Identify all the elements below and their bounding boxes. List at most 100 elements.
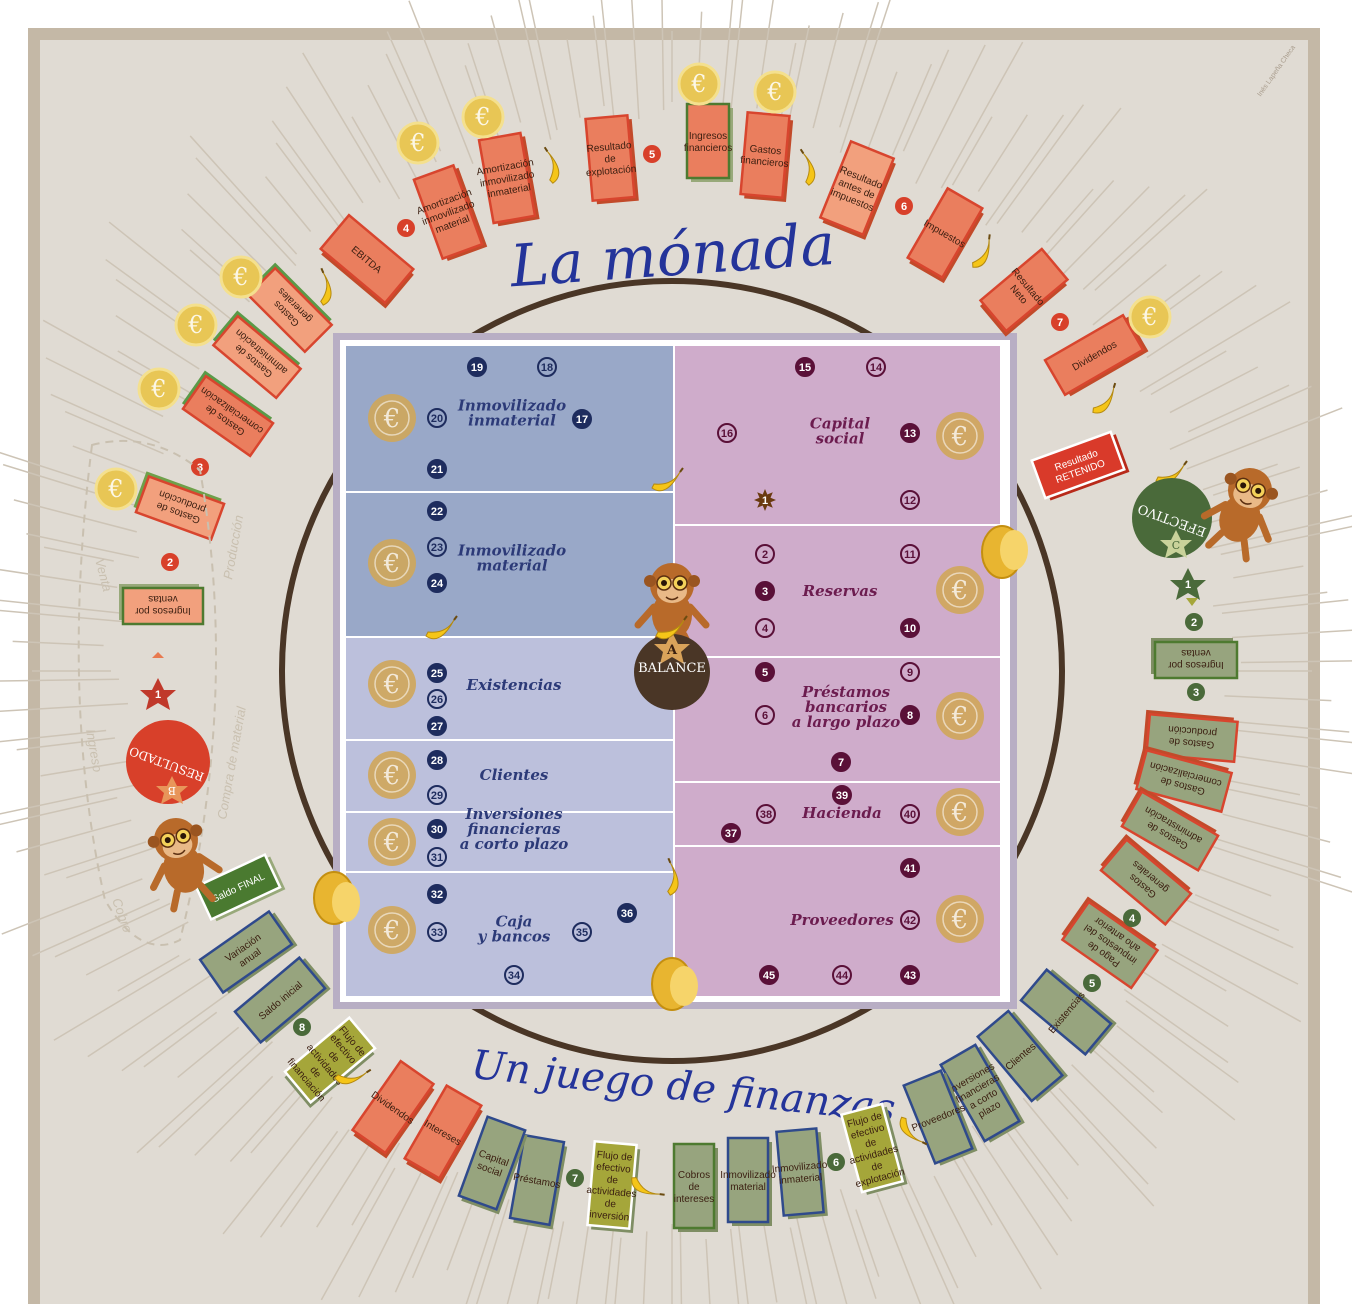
euro-coin-icon bbox=[367, 905, 417, 955]
square-33[interactable]: 33 bbox=[427, 922, 447, 942]
square-18[interactable]: 18 bbox=[537, 357, 557, 377]
square-25[interactable]: 25 bbox=[427, 663, 447, 683]
square-34[interactable]: 34 bbox=[504, 965, 524, 985]
square-number: 19 bbox=[471, 362, 483, 374]
square-26[interactable]: 26 bbox=[427, 689, 447, 709]
ring-card[interactable]: Proveedores bbox=[896, 1067, 982, 1170]
ring-card[interactable]: Cobros de intereses bbox=[672, 1142, 718, 1232]
euro-coin-icon bbox=[935, 691, 985, 741]
ring-card[interactable]: Ingresos porventas bbox=[1151, 638, 1239, 680]
square-9[interactable]: 9 bbox=[900, 662, 920, 682]
square-24[interactable]: 24 bbox=[427, 573, 447, 593]
square-17[interactable]: 17 bbox=[572, 409, 592, 429]
ring-card[interactable]: Flujo deefectivodeactividadesdeexplotaci… bbox=[837, 1102, 908, 1197]
ring-card[interactable]: Pago deimpuestos delaño anterior bbox=[1059, 896, 1160, 990]
square-41[interactable]: 41 bbox=[900, 858, 920, 878]
square-37[interactable]: 37 bbox=[721, 823, 741, 843]
square-39[interactable]: 39 bbox=[832, 785, 852, 805]
square-6[interactable]: 6 bbox=[755, 705, 775, 725]
ring-card[interactable]: Gastosgenerales bbox=[1098, 834, 1194, 927]
step-dot: 5 bbox=[1083, 974, 1101, 992]
efectivo-token[interactable] bbox=[1132, 478, 1212, 558]
resultado-token[interactable] bbox=[126, 720, 210, 804]
square-38[interactable]: 38 bbox=[756, 804, 776, 824]
square-number: 15 bbox=[799, 362, 811, 374]
square-number: 36 bbox=[621, 908, 633, 920]
ring-card[interactable]: Gastos decomercialización bbox=[1132, 745, 1234, 814]
ring-card[interactable]: Dividendos bbox=[1043, 313, 1149, 398]
ring-card[interactable]: Inmovilizadoinmaterial bbox=[769, 1127, 832, 1221]
ring-card[interactable]: Gastosfinancieros bbox=[737, 110, 794, 203]
square-30[interactable]: 30 bbox=[427, 819, 447, 839]
square-16[interactable]: 16 bbox=[717, 423, 737, 443]
ring-card[interactable]: Gastos deadministración bbox=[210, 310, 303, 400]
square-11[interactable]: 11 bbox=[900, 544, 920, 564]
ring-card[interactable]: Gastos deadministración bbox=[1118, 786, 1220, 873]
ring-card[interactable]: Flujo deefectivodeactividadesdeinversión bbox=[583, 1139, 641, 1234]
step-dot: 2 bbox=[161, 553, 179, 571]
ring-card[interactable]: EBITDA bbox=[318, 213, 416, 309]
square-2[interactable]: 2 bbox=[755, 544, 775, 564]
square-10[interactable]: 10 bbox=[900, 618, 920, 638]
square-8[interactable]: 8 bbox=[900, 705, 920, 725]
arrow-up-icon bbox=[152, 652, 164, 658]
ring-card[interactable]: Gastos deproducción bbox=[132, 471, 226, 542]
ring-card[interactable]: Ingresos financieros bbox=[684, 102, 733, 182]
ring-card[interactable]: Saldo FINAL bbox=[194, 852, 286, 923]
ring-card[interactable]: Resultadoantes deimpuestos bbox=[818, 139, 898, 240]
square-29[interactable]: 29 bbox=[427, 785, 447, 805]
ring-card[interactable]: ResultadoNeto bbox=[976, 247, 1070, 337]
ring-card[interactable]: Impuestos bbox=[903, 186, 986, 284]
square-number: 2 bbox=[762, 549, 768, 561]
ring-card[interactable]: Ingresos porventas bbox=[119, 584, 205, 626]
square-28[interactable]: 28 bbox=[427, 750, 447, 770]
square-31[interactable]: 31 bbox=[427, 847, 447, 867]
ring-card[interactable]: Gastos deproducción bbox=[1142, 709, 1239, 764]
square-12[interactable]: 12 bbox=[900, 490, 920, 510]
square-20[interactable]: 20 bbox=[427, 408, 447, 428]
ring-card[interactable]: ResultadoRETENIDO bbox=[1030, 430, 1130, 501]
square-21[interactable]: 21 bbox=[427, 459, 447, 479]
section-title-line: Hacienda bbox=[801, 804, 881, 822]
square-number: 27 bbox=[431, 721, 443, 733]
ring-card[interactable]: Amortizacióninmovilizadoinmaterial bbox=[471, 131, 543, 229]
square-13[interactable]: 13 bbox=[900, 423, 920, 443]
ring-card[interactable]: Amortizacióninmovilizadomaterial bbox=[406, 163, 490, 265]
square-1[interactable]: 1 bbox=[754, 489, 776, 511]
square-40[interactable]: 40 bbox=[900, 804, 920, 824]
square-5[interactable]: 5 bbox=[755, 662, 775, 682]
step-dot: 5 bbox=[643, 145, 661, 163]
square-15[interactable]: 15 bbox=[795, 357, 815, 377]
square-7[interactable]: 7 bbox=[831, 752, 851, 772]
balance-label: BALANCE bbox=[638, 661, 706, 676]
square-27[interactable]: 27 bbox=[427, 716, 447, 736]
ring-card[interactable]: Saldo inicial bbox=[233, 955, 331, 1045]
square-42[interactable]: 42 bbox=[900, 910, 920, 930]
ring-card[interactable]: Inversionesfinancierasa cortoplazo bbox=[936, 1042, 1026, 1147]
square-45[interactable]: 45 bbox=[759, 965, 779, 985]
ring-card[interactable]: Clientes bbox=[975, 1008, 1068, 1104]
square-3[interactable]: 3 bbox=[755, 581, 775, 601]
ring-card[interactable]: Dividendos bbox=[346, 1058, 437, 1159]
square-44[interactable]: 44 bbox=[832, 965, 852, 985]
ring-card[interactable]: Intereses bbox=[402, 1083, 485, 1184]
square-number: 31 bbox=[431, 852, 443, 864]
square-43[interactable]: 43 bbox=[900, 965, 920, 985]
square-19[interactable]: 19 bbox=[467, 357, 487, 377]
square-36[interactable]: 36 bbox=[617, 903, 637, 923]
square-14[interactable]: 14 bbox=[866, 357, 886, 377]
step-dot: 4 bbox=[1123, 909, 1141, 927]
ring-card[interactable]: Resultadodeexplotación bbox=[581, 113, 639, 205]
ring-card[interactable]: Existencias bbox=[1018, 966, 1118, 1061]
ring-card[interactable]: Variaciónanual bbox=[198, 909, 298, 996]
ring-card[interactable]: Capitalsocial bbox=[457, 1115, 528, 1215]
balance-token[interactable] bbox=[634, 634, 710, 710]
square-22[interactable]: 22 bbox=[427, 501, 447, 521]
square-4[interactable]: 4 bbox=[755, 618, 775, 638]
square-32[interactable]: 32 bbox=[427, 884, 447, 904]
square-23[interactable]: 23 bbox=[427, 537, 447, 557]
ring-card[interactable]: Inmovilizado material bbox=[720, 1136, 776, 1226]
square-35[interactable]: 35 bbox=[572, 922, 592, 942]
ring-card[interactable]: Préstamos bbox=[505, 1133, 568, 1230]
